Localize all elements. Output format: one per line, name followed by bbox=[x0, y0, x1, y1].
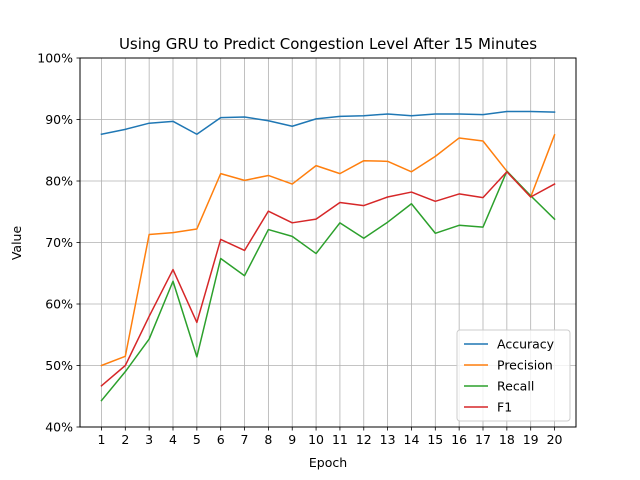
y-tick-label: 50% bbox=[45, 358, 73, 373]
x-tick-label: 16 bbox=[451, 432, 467, 447]
y-tick-label: 70% bbox=[45, 235, 73, 250]
legend-label-accuracy: Accuracy bbox=[497, 337, 555, 352]
y-axis-label: Value bbox=[9, 226, 24, 261]
series-line-f1 bbox=[100, 171, 556, 387]
x-tick-label: 15 bbox=[427, 432, 443, 447]
x-tick-label: 17 bbox=[475, 432, 491, 447]
x-tick-label: 9 bbox=[288, 432, 296, 447]
series-line-precision bbox=[100, 133, 556, 367]
x-tick-label: 6 bbox=[217, 432, 225, 447]
x-tick-label: 13 bbox=[380, 432, 396, 447]
legend: Accuracy Precision Recall F1 bbox=[456, 329, 571, 422]
x-axis-label: Epoch bbox=[309, 455, 347, 470]
x-tick-label: 14 bbox=[404, 432, 420, 447]
legend-label-recall: Recall bbox=[497, 379, 534, 394]
x-tick-label: 18 bbox=[499, 432, 515, 447]
y-tick-label: 60% bbox=[45, 297, 73, 312]
x-tick-label: 8 bbox=[264, 432, 272, 447]
axis-ticks: 1 2 3 4 5 6 7 8 9 10 11 12 13 14 15 16 17 18 19 2040%50%60%… bbox=[37, 51, 562, 448]
y-tick-label: 80% bbox=[45, 174, 73, 189]
x-tick-label: 19 bbox=[523, 432, 539, 447]
x-tick-label: 7 bbox=[241, 432, 249, 447]
x-tick-label: 5 bbox=[193, 432, 201, 447]
series-line-recall bbox=[100, 170, 556, 402]
x-tick-label: 1 bbox=[97, 432, 105, 447]
y-tick-label: 40% bbox=[45, 420, 73, 435]
legend-label-f1: F1 bbox=[497, 400, 512, 415]
x-tick-label: 12 bbox=[356, 432, 372, 447]
x-tick-label: 3 bbox=[145, 432, 153, 447]
legend-label-precision: Precision bbox=[497, 358, 553, 373]
legend-box bbox=[456, 329, 571, 422]
y-tick-label: 100% bbox=[37, 51, 73, 66]
x-tick-label: 2 bbox=[121, 432, 129, 447]
series-lines bbox=[100, 110, 556, 402]
x-tick-label: 11 bbox=[332, 432, 348, 447]
x-tick-label: 10 bbox=[308, 432, 324, 447]
series-line-accuracy bbox=[100, 110, 556, 136]
x-tick-label: 20 bbox=[547, 432, 563, 447]
chart-title: Using GRU to Predict Congestion Level Af… bbox=[119, 35, 537, 53]
y-tick-label: 90% bbox=[45, 112, 73, 127]
x-tick-label: 4 bbox=[169, 432, 177, 447]
